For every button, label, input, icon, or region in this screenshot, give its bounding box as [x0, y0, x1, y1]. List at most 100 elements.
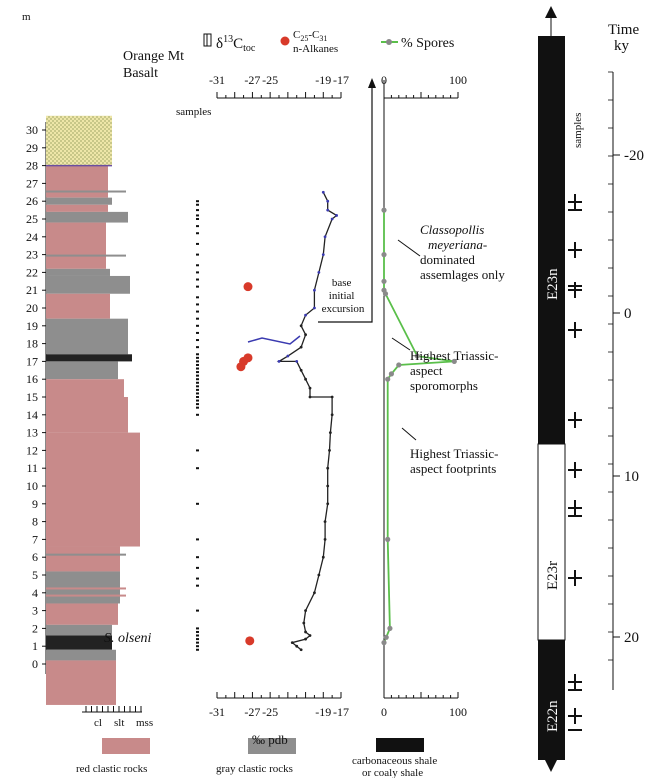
d13c-point	[308, 634, 312, 637]
meter-tick-label: 28	[26, 159, 38, 173]
d13c-point	[321, 190, 325, 194]
strat-unit-red	[46, 204, 108, 212]
sample-mark	[196, 378, 199, 381]
d13c-point	[295, 360, 299, 363]
sample-mark	[196, 381, 199, 384]
d13c-point	[326, 502, 330, 506]
meter-tick-label: 1	[32, 639, 38, 653]
d13c-point	[290, 641, 294, 645]
d13c-point	[330, 413, 334, 417]
d13c-point	[313, 591, 316, 595]
sample-mark	[196, 363, 199, 366]
d13c-point	[330, 395, 334, 399]
d13c-point	[323, 538, 327, 541]
legend-red-label: red clastic rocks	[76, 763, 147, 775]
zone-e23n	[538, 36, 565, 444]
legend-black-swatch	[376, 738, 424, 752]
meter-tick-label: 8	[32, 515, 38, 529]
d13c-top-tick-label: -17	[333, 73, 349, 87]
annotation-classopollis: Classopollis meyeriana- dominated asseml…	[420, 222, 505, 282]
sample-mark	[196, 346, 199, 349]
meter-tick-label: 15	[26, 390, 38, 404]
meter-tick-label: 9	[32, 497, 38, 511]
meter-tick-label: 18	[26, 337, 38, 351]
strat-thin-bed	[46, 553, 126, 556]
d13c-point	[302, 621, 306, 625]
d13c-point	[299, 368, 303, 372]
sample-mark	[196, 388, 199, 391]
alkanes-legend-dot	[280, 36, 290, 46]
sample-mark	[196, 264, 199, 267]
sample-mark	[196, 360, 199, 363]
strat-unit-gray	[46, 268, 110, 276]
grain-label-slt: slt	[114, 717, 124, 729]
sample-mark	[196, 502, 199, 505]
zone-e23r	[537, 443, 566, 641]
d13c-point	[321, 555, 325, 559]
spores-point	[388, 371, 394, 377]
d13c-point	[277, 360, 281, 363]
d13c-point	[330, 217, 334, 221]
meter-tick-label: 29	[26, 141, 38, 155]
meter-tick-label: 20	[26, 301, 38, 315]
sample-mark	[196, 584, 199, 587]
basalt-label: Orange Mt Basalt	[123, 49, 188, 81]
d13c-point	[317, 573, 321, 577]
d13c-bottom-tick-label: -25	[262, 705, 278, 719]
d13c-panel: δ13Ctoc C25-C31 n-Alkanes -31 -27 -25 -19 -1…	[203, 29, 376, 747]
sample-mark	[196, 278, 199, 281]
strat-unit-red	[46, 222, 106, 269]
samples-label-right: samples	[572, 113, 584, 148]
strat-unit-red	[46, 397, 128, 433]
legend-black-label: carbonaceous shale or coaly shale	[352, 755, 440, 778]
sample-mark	[196, 200, 199, 203]
strat-unit-gray	[46, 275, 130, 294]
sample-mark	[196, 232, 199, 235]
d13c-point	[304, 637, 307, 641]
sample-mark	[196, 641, 199, 644]
sample-mark	[196, 209, 199, 212]
d13c-top-tick-label: -19	[315, 73, 331, 87]
time-arrow-bottom	[545, 760, 557, 772]
strat-unit-gray	[46, 197, 112, 205]
d13c-point	[299, 648, 303, 652]
meter-tick-label: 12	[26, 443, 38, 457]
meter-tick-label: 13	[26, 426, 38, 440]
d13c-point	[304, 630, 307, 634]
strat-unit-gray	[46, 318, 128, 355]
d13c-bottom-tick-label: -19	[315, 705, 331, 719]
sample-mark	[196, 310, 199, 313]
spores-point	[381, 278, 387, 284]
magnetozone-bar: E23n E23r E22n samples	[537, 6, 584, 772]
excursion-annotation: base initial excursion	[322, 277, 365, 315]
sample-mark	[196, 566, 199, 569]
strat-unit-black	[46, 635, 112, 650]
meter-tick-label: 7	[32, 532, 38, 546]
strat-unit-red	[46, 432, 140, 547]
strat-thin-bed	[46, 329, 126, 332]
time-tick-label: -20	[624, 148, 644, 164]
sample-mark	[196, 406, 199, 409]
sample-mark	[196, 413, 199, 416]
meter-tick-label: 24	[26, 230, 38, 244]
grain-label-cl: cl	[94, 717, 102, 729]
meter-tick-label: 26	[26, 194, 38, 208]
strat-thin-bed	[46, 587, 126, 590]
sample-mark	[196, 218, 199, 220]
meter-tick-label: 21	[26, 283, 38, 297]
strat-unit-gray	[46, 211, 128, 223]
spores-point	[451, 358, 457, 364]
legend-gray-label: gray clastic rocks	[216, 763, 293, 775]
spores-top-tick-label: 100	[449, 73, 467, 87]
meter-tick-label: 0	[32, 657, 38, 671]
d13c-point	[304, 377, 307, 381]
species-label: S. olseni	[104, 631, 152, 646]
spores-bottom-tick-label: 0	[381, 705, 387, 719]
sample-mark	[196, 356, 199, 359]
meter-tick-label: 6	[32, 550, 38, 564]
meter-tick-label: 25	[26, 212, 38, 226]
legend-red-swatch	[102, 738, 150, 754]
sample-mark	[196, 556, 199, 559]
